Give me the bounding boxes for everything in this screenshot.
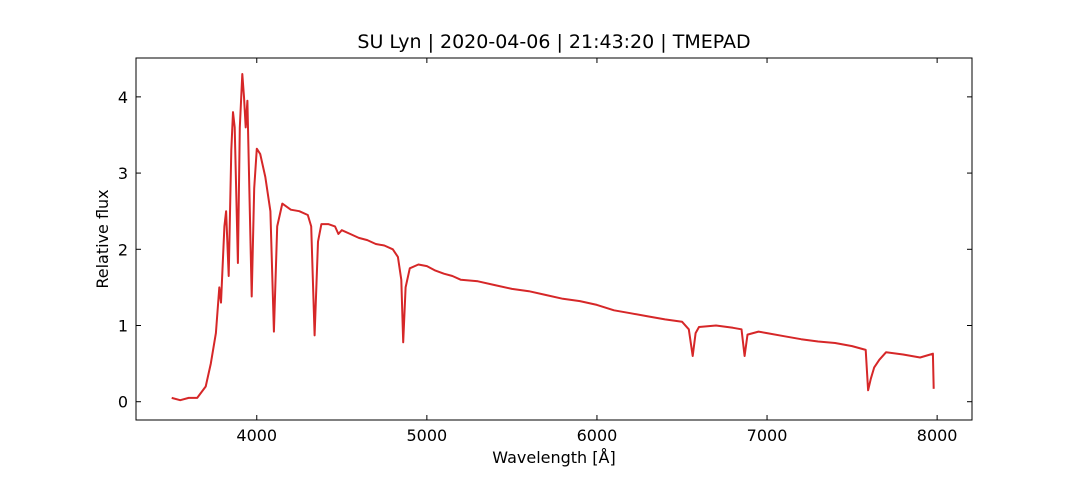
x-tick-label: 6000 xyxy=(577,426,618,445)
x-tick-label: 5000 xyxy=(406,426,447,445)
x-tick-label: 7000 xyxy=(747,426,788,445)
y-tick-label: 0 xyxy=(118,393,128,412)
chart-title: SU Lyn | 2020-04-06 | 21:43:20 | TMEPAD xyxy=(357,31,750,53)
y-tick-label: 1 xyxy=(118,316,128,335)
y-axis-label: Relative flux xyxy=(93,189,112,288)
plot-frame xyxy=(135,57,973,421)
spectrum-line xyxy=(171,73,935,402)
x-tick-label: 8000 xyxy=(917,426,958,445)
y-tick-label: 3 xyxy=(118,164,128,183)
x-tick-label: 4000 xyxy=(236,426,277,445)
y-tick-label: 4 xyxy=(118,88,128,107)
y-tick-label: 2 xyxy=(118,240,128,259)
x-axis-label: Wavelength [Å] xyxy=(492,448,615,467)
